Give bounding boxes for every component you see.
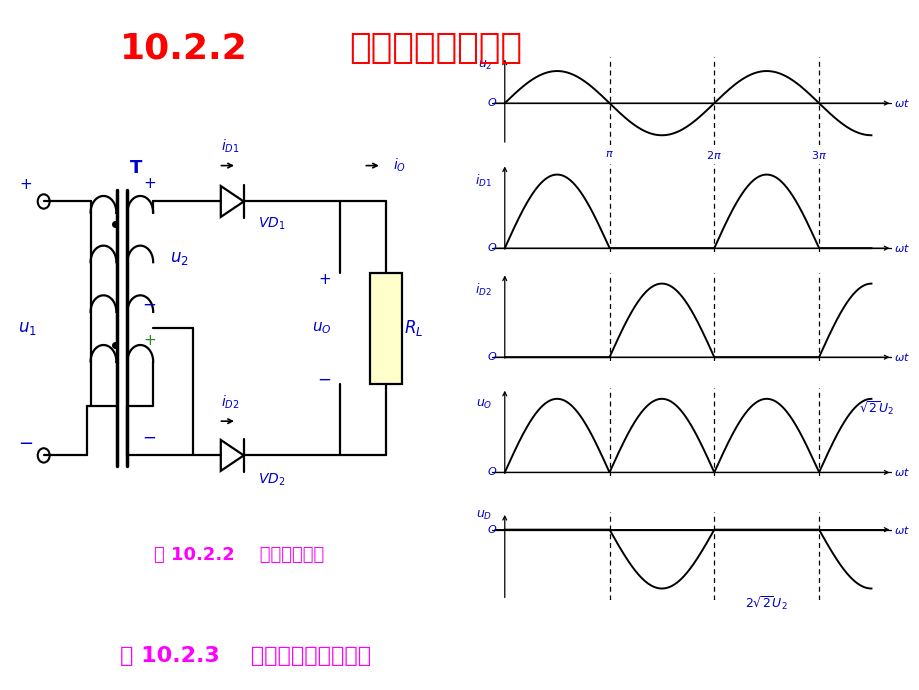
Text: 图 10.2.2    全波整流电路: 图 10.2.2 全波整流电路 bbox=[153, 546, 324, 564]
Text: $i_{D2}$: $i_{D2}$ bbox=[221, 394, 239, 411]
Text: T: T bbox=[130, 159, 142, 177]
Text: 图 10.2.3    全波整流电路波形图: 图 10.2.3 全波整流电路波形图 bbox=[119, 646, 370, 666]
Text: O: O bbox=[487, 524, 496, 535]
Text: $u_2$: $u_2$ bbox=[477, 59, 492, 72]
Text: +: + bbox=[19, 177, 31, 193]
Text: O: O bbox=[487, 243, 496, 253]
Text: $\omega t$: $\omega t$ bbox=[893, 524, 910, 535]
Text: $\omega t$: $\omega t$ bbox=[893, 97, 910, 109]
Text: $3\pi$: $3\pi$ bbox=[811, 149, 826, 161]
Text: $u_D$: $u_D$ bbox=[475, 509, 492, 522]
Text: $i_{D1}$: $i_{D1}$ bbox=[221, 138, 239, 155]
Text: $2\sqrt{2}U_2$: $2\sqrt{2}U_2$ bbox=[744, 594, 788, 612]
Text: $-$: $-$ bbox=[142, 295, 156, 313]
Text: $2\pi$: $2\pi$ bbox=[706, 149, 721, 161]
Text: $-$: $-$ bbox=[317, 370, 331, 388]
Text: O: O bbox=[487, 352, 496, 362]
Text: $-$: $-$ bbox=[142, 428, 156, 446]
Text: $u_1$: $u_1$ bbox=[18, 319, 38, 337]
Text: 10.2.2: 10.2.2 bbox=[119, 31, 247, 65]
Text: $u_O$: $u_O$ bbox=[312, 321, 332, 336]
Text: $-$: $-$ bbox=[17, 433, 33, 451]
Text: O: O bbox=[487, 467, 496, 477]
Text: +: + bbox=[143, 333, 155, 348]
Text: $VD_2$: $VD_2$ bbox=[257, 472, 285, 489]
Text: $i_{D2}$: $i_{D2}$ bbox=[475, 282, 492, 297]
Text: $VD_1$: $VD_1$ bbox=[257, 215, 285, 232]
Text: $u_O$: $u_O$ bbox=[475, 398, 492, 411]
Text: +: + bbox=[318, 273, 330, 287]
Text: $\pi$: $\pi$ bbox=[605, 149, 613, 159]
Text: $i_O$: $i_O$ bbox=[393, 157, 406, 175]
Text: +: + bbox=[143, 176, 155, 190]
Text: $\omega t$: $\omega t$ bbox=[893, 351, 910, 363]
Text: $R_L$: $R_L$ bbox=[403, 319, 424, 338]
Text: $\omega t$: $\omega t$ bbox=[893, 242, 910, 254]
Text: $u_2$: $u_2$ bbox=[170, 249, 188, 267]
Text: O: O bbox=[487, 98, 496, 108]
Text: $\omega t$: $\omega t$ bbox=[893, 466, 910, 478]
FancyBboxPatch shape bbox=[370, 273, 403, 384]
Text: $\sqrt{2}U_2$: $\sqrt{2}U_2$ bbox=[858, 400, 893, 417]
Text: 单相全波整流电路: 单相全波整流电路 bbox=[349, 31, 522, 65]
Text: $i_{D1}$: $i_{D1}$ bbox=[475, 172, 492, 188]
